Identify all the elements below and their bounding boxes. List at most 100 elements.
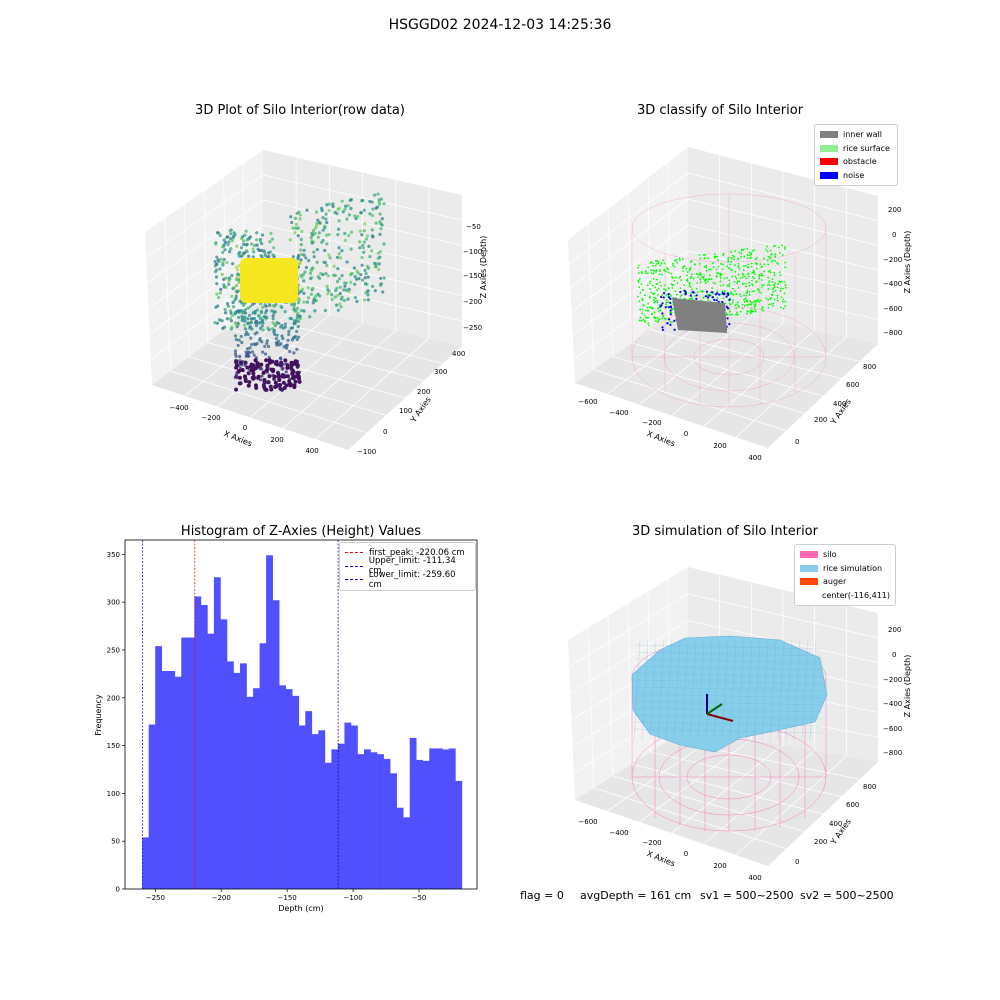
panel2-pane-floor [575, 303, 878, 448]
histogram-bar [187, 637, 195, 889]
legend-item: silo [800, 548, 890, 562]
surface-meshline [634, 665, 823, 671]
cloud-point [256, 247, 260, 251]
cloud-point [346, 204, 350, 208]
cloud-point [345, 260, 349, 264]
cloud-point [307, 258, 311, 263]
histogram-bar [403, 817, 410, 889]
cloud-point [309, 235, 313, 240]
rice-surface-point [654, 317, 656, 320]
cloud-point [259, 317, 263, 321]
rice-surface-point [696, 282, 699, 284]
rice-surface-point [733, 256, 736, 258]
rice-surface-point [679, 275, 682, 278]
cloud-point [260, 374, 264, 378]
cloud-point [292, 351, 296, 355]
panel4-ztick: 200 [888, 626, 901, 634]
cloud-point [215, 321, 220, 325]
rice-surface-point [685, 279, 688, 282]
rice-surface-point [772, 290, 775, 293]
histogram-bar [396, 807, 404, 889]
noise-point [661, 328, 665, 332]
rice-surface-point [731, 275, 734, 278]
panel2-ytick: 0 [795, 438, 799, 446]
rice-surface-point [680, 294, 683, 296]
cloud-point [271, 253, 275, 257]
cloud-point [234, 387, 239, 392]
rice-surface-point [712, 266, 715, 269]
rice-surface-point [766, 245, 769, 248]
rice-surface-point [675, 276, 677, 279]
legend-swatch [820, 171, 838, 179]
panel1-xlabel: X Axies [223, 429, 254, 448]
rice-surface-point [767, 263, 770, 266]
rice-surface-point [744, 264, 747, 267]
cloud-point [240, 318, 244, 323]
cloud-point [293, 216, 298, 220]
rice-surface-point [651, 262, 654, 265]
cloud-point [348, 198, 352, 202]
cloud-point [271, 303, 275, 308]
cloud-point [314, 294, 318, 298]
rice-surface-point [740, 255, 743, 258]
rice-surface-point [780, 296, 783, 299]
rice-surface-point [760, 279, 763, 281]
rice-surface-point [702, 254, 705, 256]
cloud-point [302, 248, 306, 252]
cloud-point [347, 289, 351, 293]
rice-surface-point [655, 278, 658, 281]
cloud-point [377, 202, 382, 206]
rice-surface-point [773, 284, 776, 287]
rice-surface-point [774, 244, 776, 247]
rice-surface-point [666, 268, 669, 271]
cloud-point [341, 210, 345, 214]
y-tick-label: 100 [107, 790, 120, 798]
rice-surface-point [715, 268, 718, 271]
rice-surface-point [645, 272, 647, 275]
histogram-bar [390, 773, 397, 889]
cloud-point [343, 207, 347, 211]
cloud-point [376, 251, 381, 255]
cloud-point [255, 231, 259, 235]
cloud-point [337, 277, 342, 281]
rice-surface-point [771, 259, 774, 262]
rice-surface-point [736, 311, 738, 314]
panel2-y-ticklabels: 0 200 400 600 800 [795, 363, 876, 446]
cloud-point [240, 314, 244, 319]
histogram-bar [331, 749, 339, 889]
rice-surface-point [755, 281, 758, 284]
rice-surface-point [768, 303, 770, 306]
rice-surface-point [745, 299, 748, 302]
rice-surface-point [745, 312, 748, 315]
rice-surface-point [746, 303, 748, 306]
cloud-point [377, 267, 381, 271]
rice-surface-point [660, 284, 662, 287]
cloud-point [378, 212, 382, 216]
rice-surface-point [772, 304, 774, 307]
rice-surface-point [690, 275, 693, 278]
cloud-point [343, 284, 347, 288]
rice-surface-point [758, 277, 761, 280]
y-tick-label: 150 [107, 742, 120, 750]
noise-point [713, 298, 716, 301]
rice-surface-point [763, 284, 765, 286]
surface-meshline [634, 651, 823, 657]
rice-surface-point [752, 269, 755, 272]
pane-gridline [573, 276, 689, 360]
panel1-ytick: 300 [434, 368, 447, 376]
cloud-point [326, 274, 330, 278]
cloud-point [316, 235, 320, 239]
rice-surface-point [690, 260, 693, 263]
x-tick-label: −200 [212, 894, 231, 902]
rice-surface-point [777, 283, 780, 285]
rice-surface-point [656, 299, 658, 302]
panel1-ztick: −50 [466, 223, 481, 231]
panel2-ztick: 200 [888, 206, 901, 214]
rice-surface-point [766, 250, 769, 253]
cloud-point [221, 261, 225, 265]
cloud-point [229, 311, 233, 315]
rice-surface-point [638, 286, 640, 289]
rice-surface-point [738, 267, 741, 270]
cloud-point [353, 214, 357, 218]
cloud-point [296, 324, 300, 329]
